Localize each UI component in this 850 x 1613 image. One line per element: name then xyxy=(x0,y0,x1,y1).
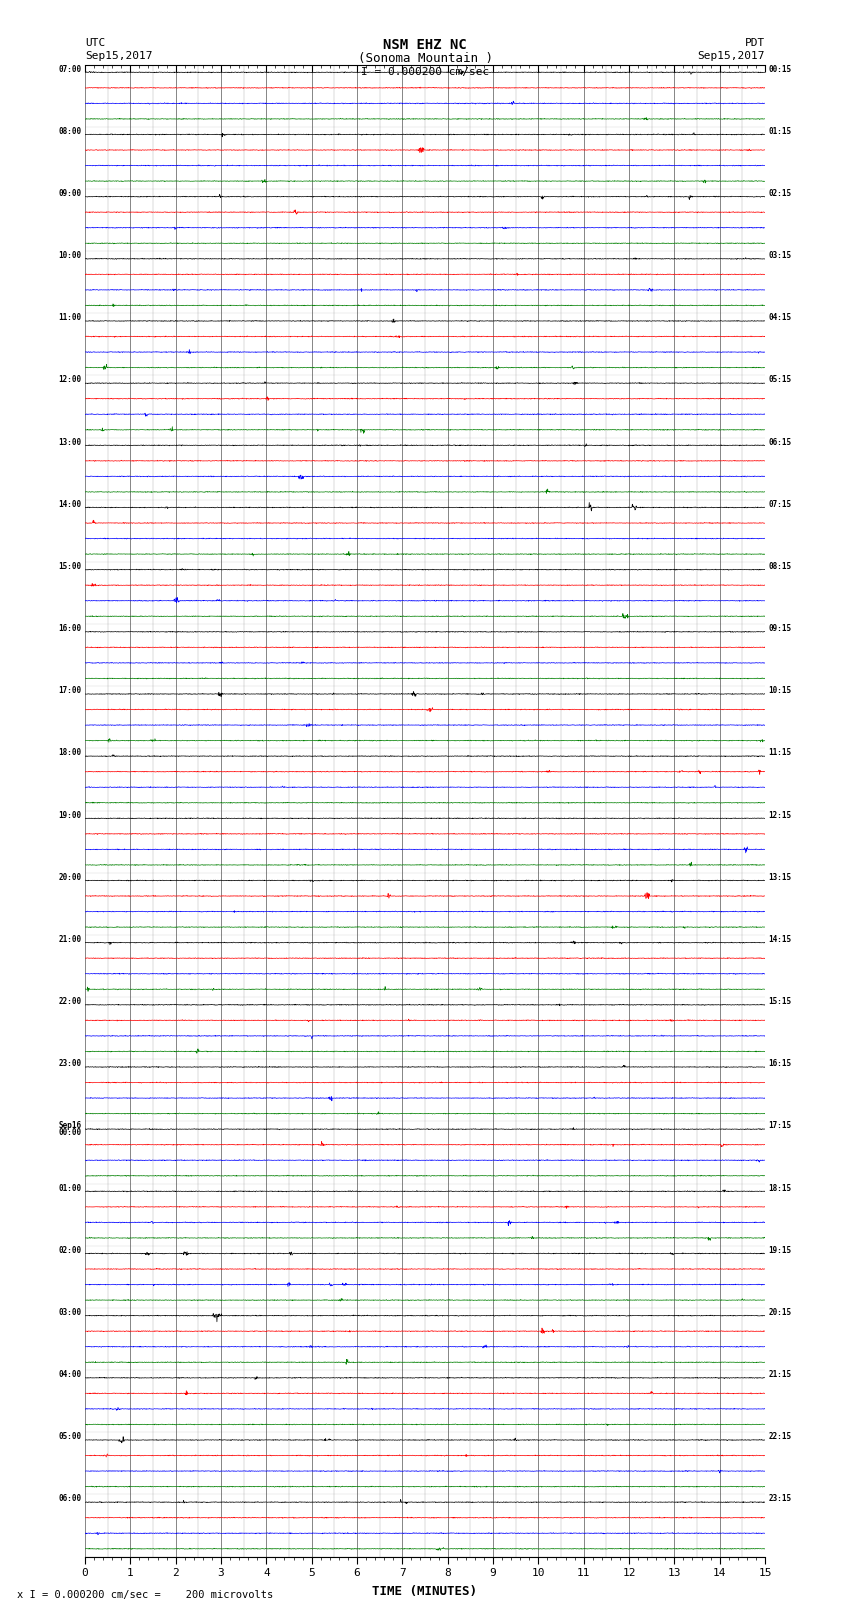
Text: 21:00: 21:00 xyxy=(59,936,82,944)
Text: 01:15: 01:15 xyxy=(768,127,791,135)
Text: 20:15: 20:15 xyxy=(768,1308,791,1316)
Text: 03:15: 03:15 xyxy=(768,252,791,260)
Text: 05:15: 05:15 xyxy=(768,376,791,384)
Text: 23:00: 23:00 xyxy=(59,1060,82,1068)
Text: 00:15: 00:15 xyxy=(768,65,791,74)
Text: 14:00: 14:00 xyxy=(59,500,82,508)
Text: UTC: UTC xyxy=(85,39,105,48)
Text: I = 0.000200 cm/sec: I = 0.000200 cm/sec xyxy=(361,68,489,77)
Text: 00:00: 00:00 xyxy=(59,1127,82,1137)
Text: 10:15: 10:15 xyxy=(768,686,791,695)
Text: 01:00: 01:00 xyxy=(59,1184,82,1192)
Text: 09:00: 09:00 xyxy=(59,189,82,198)
Text: 12:15: 12:15 xyxy=(768,810,791,819)
Text: 04:00: 04:00 xyxy=(59,1369,82,1379)
Text: NSM EHZ NC: NSM EHZ NC xyxy=(383,37,467,52)
Text: x I = 0.000200 cm/sec =    200 microvolts: x I = 0.000200 cm/sec = 200 microvolts xyxy=(17,1590,273,1600)
Text: 18:15: 18:15 xyxy=(768,1184,791,1192)
Text: 03:00: 03:00 xyxy=(59,1308,82,1316)
Text: Sep15,2017: Sep15,2017 xyxy=(85,52,152,61)
Text: 06:00: 06:00 xyxy=(59,1494,82,1503)
Text: 21:15: 21:15 xyxy=(768,1369,791,1379)
Text: 11:15: 11:15 xyxy=(768,748,791,758)
Text: (Sonoma Mountain ): (Sonoma Mountain ) xyxy=(358,52,492,65)
Text: Sep16: Sep16 xyxy=(59,1121,82,1131)
Text: 19:15: 19:15 xyxy=(768,1245,791,1255)
Text: 07:00: 07:00 xyxy=(59,65,82,74)
Text: 14:15: 14:15 xyxy=(768,936,791,944)
Text: 05:00: 05:00 xyxy=(59,1432,82,1440)
X-axis label: TIME (MINUTES): TIME (MINUTES) xyxy=(372,1586,478,1598)
Text: 13:00: 13:00 xyxy=(59,437,82,447)
Text: 11:00: 11:00 xyxy=(59,313,82,323)
Text: 08:15: 08:15 xyxy=(768,561,791,571)
Text: 02:00: 02:00 xyxy=(59,1245,82,1255)
Text: 06:15: 06:15 xyxy=(768,437,791,447)
Text: 20:00: 20:00 xyxy=(59,873,82,882)
Text: 10:00: 10:00 xyxy=(59,252,82,260)
Text: 04:15: 04:15 xyxy=(768,313,791,323)
Text: 18:00: 18:00 xyxy=(59,748,82,758)
Text: 16:15: 16:15 xyxy=(768,1060,791,1068)
Text: 19:00: 19:00 xyxy=(59,810,82,819)
Text: Sep15,2017: Sep15,2017 xyxy=(698,52,765,61)
Text: 17:15: 17:15 xyxy=(768,1121,791,1131)
Text: 16:00: 16:00 xyxy=(59,624,82,632)
Text: 13:15: 13:15 xyxy=(768,873,791,882)
Text: 09:15: 09:15 xyxy=(768,624,791,632)
Text: 15:00: 15:00 xyxy=(59,561,82,571)
Text: 15:15: 15:15 xyxy=(768,997,791,1007)
Text: 07:15: 07:15 xyxy=(768,500,791,508)
Text: 02:15: 02:15 xyxy=(768,189,791,198)
Text: 08:00: 08:00 xyxy=(59,127,82,135)
Text: 23:15: 23:15 xyxy=(768,1494,791,1503)
Text: 22:15: 22:15 xyxy=(768,1432,791,1440)
Text: 22:00: 22:00 xyxy=(59,997,82,1007)
Text: PDT: PDT xyxy=(745,39,765,48)
Text: 12:00: 12:00 xyxy=(59,376,82,384)
Text: 17:00: 17:00 xyxy=(59,686,82,695)
